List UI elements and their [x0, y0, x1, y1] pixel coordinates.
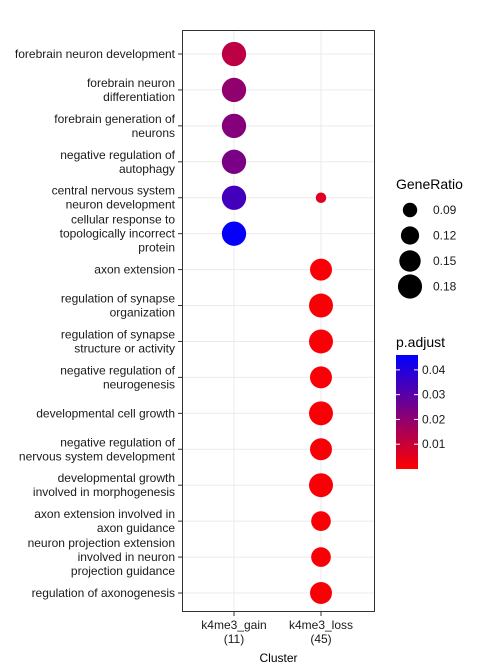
point-k4me3-loss-developmental-cell-growth [309, 401, 333, 426]
y-tick-label-line: neurons [132, 126, 175, 140]
point-k4me3-loss-developmental-growth-involved-in-morphogenesis [309, 473, 333, 498]
y-tick-label-line: organization [110, 306, 175, 320]
y-tick-label-line: developmental cell growth [36, 406, 175, 420]
y-tick-label-line: involved in neuron [78, 550, 175, 564]
y-tick-label-axon-extension: axon extension [94, 263, 175, 277]
point-k4me3-loss-regulation-of-synapse-organization [309, 293, 333, 318]
y-tick-label-regulation-of-synapse-structure-or-activity: regulation of synapse structure or activi… [61, 328, 175, 356]
size-legend-title: GeneRatio [396, 176, 463, 192]
y-tick-label-line: axon extension [94, 263, 175, 277]
x-tick-count-k4me3-gain: (11) [224, 632, 244, 646]
y-tick-label-line: developmental growth [58, 471, 175, 485]
point-k4me3-loss-neuron-projection-extension-involved-in-neuron-projection-guidance [311, 547, 331, 567]
y-tick-label-central-nervous-system-neuron-development: central nervous system neuron development [52, 184, 176, 212]
y-tick-label-line: protein [138, 241, 175, 255]
y-tick-label-negative-regulation-of-autophagy: negative regulation of autophagy [60, 148, 175, 176]
size-legend-key-0-18 [397, 274, 423, 299]
point-k4me3-gain-negative-regulation-of-autophagy [221, 149, 247, 174]
color-bar [396, 355, 418, 469]
point-k4me3-loss-negative-regulation-of-nervous-system-development [310, 438, 332, 461]
y-tick-label-negative-regulation-of-neurogenesis: negative regulation of neurogenesis [60, 363, 175, 391]
y-tick-label-line: negative regulation of [60, 435, 175, 449]
y-tick-label-line: cellular response to [71, 213, 175, 227]
size-legend-label-0-12: 0.12 [433, 229, 457, 243]
x-axis-title: Cluster [259, 651, 297, 665]
y-tick-label-forebrain-generation-of-neurons: forebrain generation of neurons [54, 112, 175, 140]
point-k4me3-loss-central-nervous-system-neuron-development [315, 192, 327, 203]
plot-panel [182, 30, 375, 612]
y-tick-label-developmental-cell-growth: developmental cell growth [36, 406, 175, 420]
y-tick-label-developmental-growth-involved-in-morphogenesis: developmental growth involved in morphoge… [33, 471, 175, 499]
point-k4me3-gain-forebrain-neuron-differentiation [221, 77, 247, 103]
y-tick-label-regulation-of-synapse-organization: regulation of synapse organization [61, 292, 175, 320]
color-legend-label-0-01: 0.01 [422, 437, 446, 451]
y-tick-label-line: projection guidance [71, 564, 175, 578]
size-legend-label-0-18: 0.18 [433, 280, 457, 294]
y-tick-label-axon-extension-involved-in-axon-guidance: axon extension involved in axon guidance [34, 507, 175, 535]
point-k4me3-loss-regulation-of-axonogenesis [310, 582, 332, 604]
y-tick-label-line: central nervous system [52, 184, 175, 198]
y-tick-label-line: axon extension involved in [34, 507, 175, 521]
color-legend-label-0-03: 0.03 [422, 388, 446, 402]
y-tick-label-cellular-response-to-topologically-incorrect-protein: cellular response to topologically incorr… [60, 213, 176, 255]
size-legend: GeneRatio 0.09 0.12 0.15 0.18 [396, 176, 463, 299]
y-tick-label-forebrain-neuron-differentiation: forebrain neuron differentiation [87, 76, 175, 104]
y-tick-label-regulation-of-axonogenesis: regulation of axonogenesis [32, 586, 175, 600]
y-axis: forebrain neuron development forebrain ne… [15, 47, 182, 600]
color-legend-title: p.adjust [396, 334, 445, 350]
point-k4me3-gain-forebrain-neuron-development [221, 41, 247, 67]
y-tick-label-line: nervous system development [19, 449, 176, 463]
y-tick-label-line: forebrain neuron [87, 76, 175, 90]
color-legend: p.adjust 0.01 0.02 0.03 0.04 [396, 334, 446, 469]
color-legend-label-0-04: 0.04 [422, 363, 446, 377]
panel-border [182, 30, 375, 612]
y-tick-label-line: neuron projection extension [28, 536, 175, 550]
y-tick-label-line: regulation of synapse [61, 328, 175, 342]
y-tick-label-line: topologically incorrect [60, 227, 176, 241]
size-legend-key-0-12 [400, 226, 420, 245]
size-legend-key-0-09 [402, 202, 418, 218]
point-k4me3-loss-axon-extension [310, 258, 332, 281]
panel-background [182, 30, 375, 612]
y-tick-label-line: negative regulation of [60, 363, 175, 377]
y-tick-label-line: regulation of axonogenesis [32, 586, 175, 600]
x-tick-label-k4me3-gain: k4me3_gain [201, 618, 266, 632]
size-legend-label-0-09: 0.09 [433, 203, 457, 217]
y-tick-label-line: axon guidance [97, 521, 175, 535]
y-tick-label-line: neuron development [66, 198, 176, 212]
color-legend-label-0-02: 0.02 [422, 412, 446, 426]
point-k4me3-gain-forebrain-generation-of-neurons [221, 113, 247, 139]
y-tick-label-line: forebrain generation of [54, 112, 175, 126]
point-k4me3-gain-cellular-response-to-topologically-incorrect-protein [221, 221, 247, 246]
y-tick-label-negative-regulation-of-nervous-system-development: negative regulation of nervous system dev… [19, 435, 176, 463]
y-tick-label-line: differentiation [103, 90, 175, 104]
x-axis: k4me3_gain(11) k4me3_loss(45) Cluster [201, 612, 353, 665]
y-tick-label-line: involved in morphogenesis [33, 485, 175, 499]
point-k4me3-loss-axon-extension-involved-in-axon-guidance [311, 511, 331, 531]
y-tick-label-line: autophagy [119, 162, 175, 176]
y-tick-label-line: regulation of synapse [61, 292, 175, 306]
size-legend-label-0-15: 0.15 [433, 254, 457, 268]
y-tick-label-line: negative regulation of [60, 148, 175, 162]
y-tick-label-line: neurogenesis [103, 377, 175, 391]
y-tick-label-line: forebrain neuron development [15, 47, 176, 61]
point-k4me3-loss-regulation-of-synapse-structure-or-activity [309, 329, 333, 354]
y-tick-label-forebrain-neuron-development: forebrain neuron development [15, 47, 176, 61]
x-tick-count-k4me3-loss: (45) [310, 632, 331, 646]
point-k4me3-gain-central-nervous-system-neuron-development [221, 185, 247, 210]
point-k4me3-loss-negative-regulation-of-neurogenesis [310, 366, 332, 389]
x-tick-label-k4me3-loss: k4me3_loss [289, 618, 353, 632]
y-tick-label-line: structure or activity [74, 342, 175, 356]
y-tick-label-neuron-projection-extension-involved-in-neuron-projection-guidance: neuron projection extension involved in n… [28, 536, 176, 578]
size-legend-key-0-15 [399, 250, 421, 272]
